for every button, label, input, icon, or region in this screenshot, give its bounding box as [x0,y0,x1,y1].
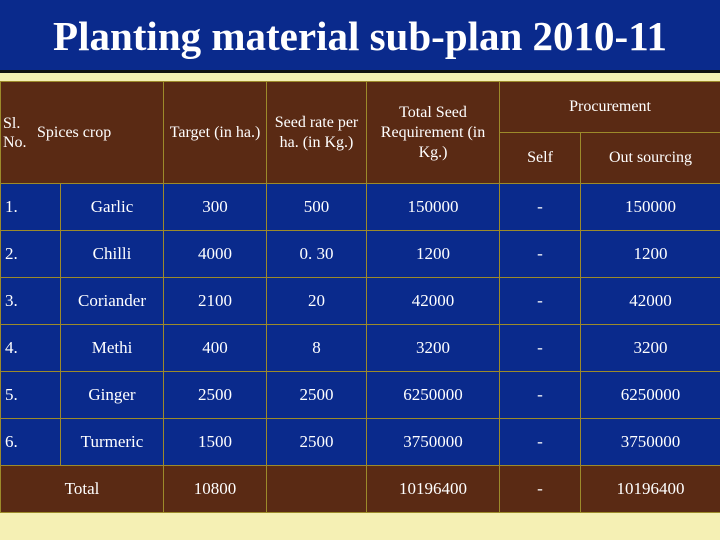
total-target: 10800 [163,465,268,513]
total-seed-rate [266,465,368,513]
table-row: 4. Methi 400 8 3200 - 3200 [0,324,720,372]
cell-target: 2500 [163,371,268,419]
cell-out-sourcing: 42000 [580,277,720,325]
cell-crop: Methi [59,324,165,372]
cell-total-seed: 3750000 [366,418,501,466]
cell-self: - [499,418,582,466]
header-total-seed: Total Seed Requirement (in Kg.) [366,81,501,184]
cell-seed-rate: 500 [266,183,368,231]
header-spices-crop: Spices crop [37,123,112,141]
cell-sl: 5. [0,371,61,419]
cell-seed-rate: 0. 30 [266,230,368,278]
header-seed-rate: Seed rate per ha. (in Kg.) [266,81,368,184]
cell-out-sourcing: 3750000 [580,418,720,466]
header-sl-and-crop: Sl. No. Spices crop [0,81,165,184]
cell-self: - [499,324,582,372]
cell-target: 1500 [163,418,268,466]
cell-self: - [499,277,582,325]
cell-crop: Turmeric [59,418,165,466]
cell-sl: 3. [0,277,61,325]
cell-self: - [499,183,582,231]
sub-plan-table-container: Sl. No. Spices crop Target (in ha.) Seed… [0,81,720,540]
cell-sl: 1. [0,183,61,231]
cell-crop: Garlic [59,183,165,231]
cell-sl: 2. [0,230,61,278]
total-self: - [499,465,582,513]
table-row: 5. Ginger 2500 2500 6250000 - 6250000 [0,371,720,419]
total-row: Total 10800 10196400 - 10196400 [0,465,720,513]
sub-plan-table: Sl. No. Spices crop Target (in ha.) Seed… [0,81,720,513]
cell-crop: Ginger [59,371,165,419]
cell-target: 300 [163,183,268,231]
cell-crop: Coriander [59,277,165,325]
cell-out-sourcing: 150000 [580,183,720,231]
header-target: Target (in ha.) [163,81,268,184]
table-row: 3. Coriander 2100 20 42000 - 42000 [0,277,720,325]
header-sl-no: Sl. No. [3,114,27,151]
cell-seed-rate: 2500 [266,418,368,466]
cell-seed-rate: 20 [266,277,368,325]
cell-total-seed: 1200 [366,230,501,278]
table-row: 2. Chilli 4000 0. 30 1200 - 1200 [0,230,720,278]
cell-seed-rate: 2500 [266,371,368,419]
header-procurement: Procurement [499,81,720,133]
table-row: 6. Turmeric 1500 2500 3750000 - 3750000 [0,418,720,466]
cell-sl: 6. [0,418,61,466]
total-seed-requirement: 10196400 [366,465,501,513]
cell-sl: 4. [0,324,61,372]
total-out-sourcing: 10196400 [580,465,720,513]
cell-self: - [499,230,582,278]
header-out-sourcing: Out sourcing [580,132,720,184]
cell-target: 400 [163,324,268,372]
cell-self: - [499,371,582,419]
table-row: 1. Garlic 300 500 150000 - 150000 [0,183,720,231]
cell-total-seed: 3200 [366,324,501,372]
cell-out-sourcing: 3200 [580,324,720,372]
cell-out-sourcing: 6250000 [580,371,720,419]
cell-crop: Chilli [59,230,165,278]
cell-total-seed: 42000 [366,277,501,325]
cell-out-sourcing: 1200 [580,230,720,278]
header-self: Self [499,132,582,184]
cell-target: 4000 [163,230,268,278]
cell-total-seed: 6250000 [366,371,501,419]
cell-total-seed: 150000 [366,183,501,231]
cell-seed-rate: 8 [266,324,368,372]
cell-target: 2100 [163,277,268,325]
page-title: Planting material sub-plan 2010-11 [0,0,720,73]
total-label: Total [0,465,165,513]
